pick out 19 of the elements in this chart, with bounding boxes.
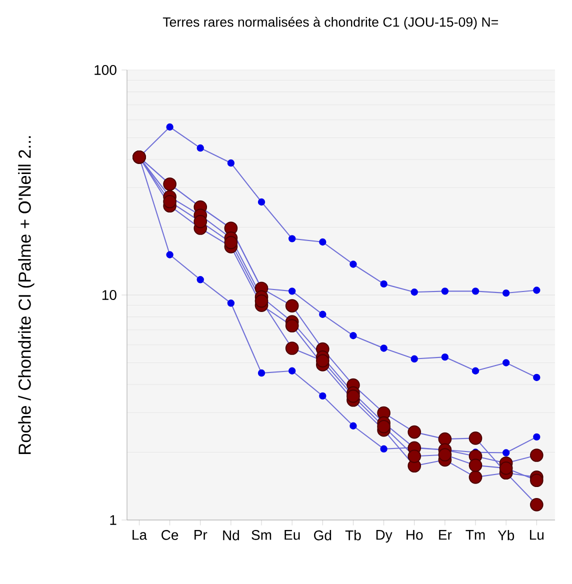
x-tick-label: Yb (498, 530, 514, 540)
x-tick-label: Nd (223, 530, 239, 540)
y-axis-title: Roche / Chondrite CI (Palme + O'Neill 2... (18, 136, 34, 454)
x-tick-label: Pr (194, 530, 208, 540)
x-tick-label: Tb (345, 530, 361, 540)
x-tick-label: Lu (530, 530, 544, 540)
x-tick-label: Ho (406, 530, 423, 540)
x-tick-label: Sm (252, 530, 272, 540)
y-tick-label: 10 (102, 290, 116, 300)
x-tick-label: Eu (284, 530, 300, 540)
x-tick-label: La (132, 530, 148, 540)
x-tick-label: Er (439, 530, 452, 540)
chart-title: Terres rares normalisées à chondrite C1 (JOU-15-09) N= (162, 16, 498, 30)
x-tick-label: Gd (314, 530, 332, 540)
y-tick-label: 100 (94, 65, 116, 75)
x-tick-label: Tm (466, 530, 485, 540)
x-tick-label: Ce (162, 530, 178, 540)
x-tick-label: Dy (376, 530, 392, 543)
y-tick-label: 1 (110, 515, 116, 525)
